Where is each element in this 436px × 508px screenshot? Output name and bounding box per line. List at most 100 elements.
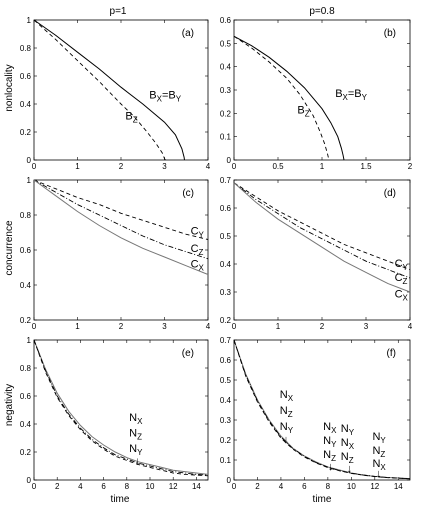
series-line-3 [233, 182, 411, 293]
y-tick-label: 0.2 [20, 448, 32, 457]
plot-frame [33, 19, 209, 161]
panel-label: (d) [384, 188, 396, 199]
ylabel-concurrence: concurrence [4, 220, 15, 275]
y-tick-label: 0 [227, 476, 232, 485]
curve-annotation: NX [372, 458, 386, 472]
xlabel-time-right: time [313, 494, 332, 505]
curve-annotation: ↓ [283, 434, 289, 446]
x-tick-label: 0 [32, 162, 37, 171]
y-tick-label: 0.4 [220, 63, 232, 72]
series-line-1 [233, 35, 345, 161]
x-tick-label: 8 [125, 482, 130, 491]
y-tick-label: 1 [27, 16, 32, 25]
x-tick-label: 0 [232, 482, 237, 491]
y-tick-label: 0.5 [220, 39, 232, 48]
curve-annotation: NZ [129, 428, 142, 442]
y-tick-label: 0.3 [220, 86, 232, 95]
plot-frame [233, 179, 411, 321]
y-tick-label: 0.6 [20, 246, 32, 255]
curve-annotation: BZ [297, 104, 309, 118]
y-tick-label: 0.8 [20, 364, 32, 373]
series-line-1 [33, 339, 209, 475]
x-tick-label: 4 [78, 482, 83, 491]
panel-label: (a) [182, 28, 194, 39]
curve-annotation: NX [341, 437, 355, 451]
x-tick-label: 8 [326, 482, 331, 491]
panel-label: (b) [384, 28, 396, 39]
y-tick-label: 0.3 [220, 288, 232, 297]
curve-annotation: NX [323, 421, 337, 435]
y-tick-label: 0.6 [20, 392, 32, 401]
x-tick-label: 0 [232, 162, 237, 171]
curve-annotation: BZ [125, 110, 137, 124]
x-tick-label: 4 [206, 322, 211, 331]
x-tick-label: 10 [347, 482, 356, 491]
x-tick-label: 1 [75, 322, 80, 331]
y-tick-label: 0 [27, 156, 32, 165]
x-tick-label: 2 [255, 482, 260, 491]
x-tick-label: 1.5 [360, 162, 372, 171]
y-tick-label: 0.4 [20, 420, 32, 429]
curve-annotation: CY [191, 225, 205, 239]
plot-frame [233, 339, 411, 481]
x-tick-label: 0 [32, 482, 37, 491]
curve-annotation: NZ [280, 405, 293, 419]
panel-a: 0 1 2 3 4 0 0.2 0.4 0.6 0.8 1 (a) BX=BY BZ [20, 16, 211, 171]
series-line-2 [233, 339, 411, 480]
curve-annotation: CX [395, 289, 409, 303]
series-line-2 [33, 339, 209, 477]
ylabel-negativity: negativity [4, 384, 15, 426]
y-tick-label: 1 [27, 176, 32, 185]
y-tick-label: 0.2 [220, 109, 232, 118]
y-tick-label: 0.4 [220, 396, 232, 405]
curve-annotation: NZ [341, 451, 354, 465]
panel-c: 0 1 2 3 4 0.2 0.4 0.6 0.8 1 (c) CY CZ CX [20, 176, 211, 331]
curve-annotation: ↓ [376, 468, 382, 480]
y-tick-label: 0 [27, 476, 32, 485]
x-tick-label: 6 [101, 482, 106, 491]
series-line-1 [233, 182, 411, 271]
y-tick-label: 0.5 [220, 232, 232, 241]
curve-annotation: BX=BY [335, 88, 367, 102]
series-line-2 [233, 182, 411, 279]
y-tick-label: 0.8 [20, 44, 32, 53]
y-tick-label: 0.6 [220, 204, 232, 213]
x-tick-label: 4 [408, 322, 413, 331]
y-tick-label: 0.7 [220, 176, 232, 185]
y-tick-label: 0.4 [20, 281, 32, 290]
x-tick-label: 0 [232, 322, 237, 331]
curve-annotation: CY [395, 258, 409, 272]
x-tick-label: 3 [162, 322, 167, 331]
x-tick-label: 1 [276, 322, 281, 331]
y-tick-label: 0.1 [220, 133, 232, 142]
series-line-1 [33, 19, 185, 161]
y-tick-label: 1 [27, 336, 32, 345]
series-line-3 [33, 339, 209, 476]
y-tick-label: 0.1 [220, 456, 232, 465]
x-tick-label: 0.5 [272, 162, 284, 171]
y-tick-label: 0.8 [20, 211, 32, 220]
x-tick-label: 0 [32, 322, 37, 331]
y-tick-label: 0.5 [220, 376, 232, 385]
y-tick-label: 0 [227, 156, 232, 165]
y-tick-label: 0.4 [220, 260, 232, 269]
y-tick-label: 0.6 [20, 72, 32, 81]
series-line-2 [33, 179, 209, 260]
curve-annotation: NX [129, 412, 143, 426]
y-tick-label: 0.2 [220, 436, 232, 445]
panel-f: 0 2 4 6 8 10 12 1400.10.20.30.40.50.60.7(f)NXNZ… [220, 336, 411, 491]
column-title-left: p=1 [110, 6, 127, 17]
panel-label: (c) [182, 188, 194, 199]
curve-annotation: CZ [395, 272, 408, 286]
curve-annotation: NX [280, 389, 294, 403]
x-tick-label: 1 [75, 162, 80, 171]
curve-annotation: BX=BY [149, 89, 181, 103]
curve-annotation: NZ [372, 445, 385, 459]
y-tick-label: 0.2 [20, 128, 32, 137]
x-tick-label: 2 [119, 322, 124, 331]
curve-annotation: NY [372, 431, 386, 445]
x-tick-label: 10 [146, 482, 155, 491]
column-title-right: p=0.8 [309, 6, 335, 17]
x-tick-label: 14 [192, 482, 201, 491]
